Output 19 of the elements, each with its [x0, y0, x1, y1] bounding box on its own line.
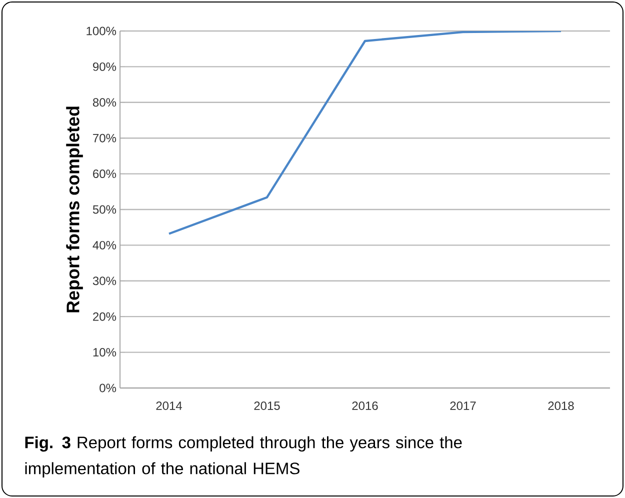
x-tick-label: 2018	[548, 402, 574, 410]
y-tick-label: 50%	[92, 205, 116, 214]
x-tick-label: 2014	[156, 402, 182, 410]
y-tick-label: 80%	[92, 98, 116, 107]
x-tick-label: 2016	[352, 402, 378, 410]
y-axis-title: Report forms completed	[66, 106, 83, 312]
y-tick-label: 60%	[93, 170, 116, 178]
y-tick-label: 0%	[100, 384, 116, 392]
x-tick-label: 2017	[450, 402, 476, 410]
y-tick-label: 30%	[92, 276, 116, 286]
y-tick-label: 100%	[86, 26, 116, 36]
y-tick-label: 20%	[93, 312, 116, 321]
y-tick-label: 90%	[93, 62, 116, 71]
text: Fig. 3 Report forms completed through the years since the implementation of the national HEMS	[25, 436, 462, 478]
line-series	[168, 30, 562, 235]
y-tick-label: 70%	[93, 134, 116, 142]
x-tick-label: 2015	[254, 402, 280, 410]
y-tick-label: 10%	[93, 348, 116, 357]
y-tick-label: 40%	[92, 240, 116, 250]
